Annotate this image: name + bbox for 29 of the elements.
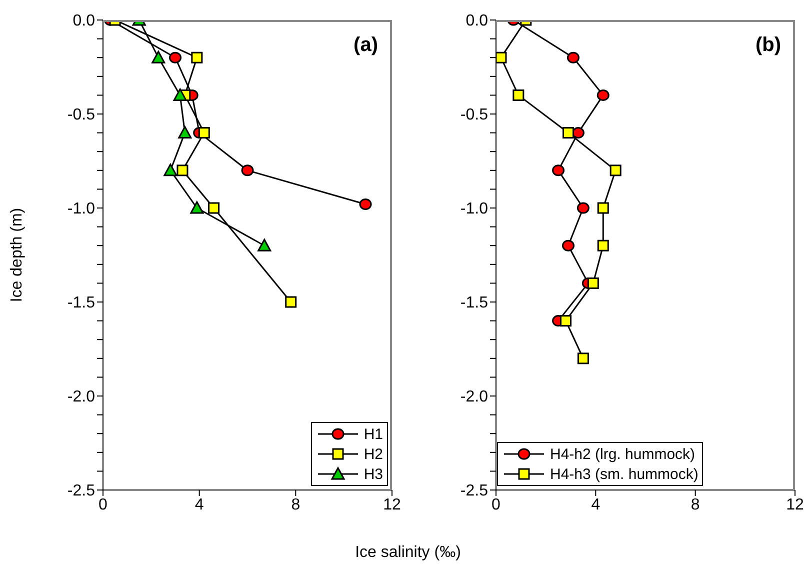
x-axis-title: Ice salinity (‰) (354, 544, 462, 562)
y-tick-label: -2.5 (67, 482, 96, 500)
text: -1.0 (460, 200, 488, 218)
text: 0.0 (466, 12, 488, 30)
y-tick-label: -1.5 (460, 294, 488, 312)
y-tick-label: -2.5 (460, 482, 488, 500)
legend-label: H4-h2 (lrg. hummock) (550, 446, 696, 462)
annotation: (b) (755, 34, 781, 57)
text: -1.0 (67, 200, 95, 218)
y-tick-label: -0.5 (67, 106, 96, 124)
x-tick-label: 8 (690, 496, 700, 514)
legend-label: H4-h3 (sm. hummock) (550, 466, 698, 482)
y-tick-label: -1.5 (67, 294, 96, 312)
text: 0.0 (72, 12, 95, 30)
x-tick-label: 12 (786, 496, 804, 514)
annotation: (a) (354, 34, 378, 57)
text: -2.0 (460, 388, 488, 406)
x-tick-label: 4 (194, 496, 204, 514)
x-tick-label: 12 (383, 496, 401, 514)
legend-label: H3 (364, 466, 383, 482)
legend-label: H2 (364, 446, 383, 462)
text: -2.0 (67, 388, 95, 406)
y-axis-title: Ice depth (m) (8, 208, 26, 302)
x-tick-label: 0 (98, 496, 108, 514)
x-tick-label: 8 (291, 496, 300, 514)
legend-label: H1 (364, 426, 383, 442)
y-tick-label: -0.5 (460, 106, 488, 124)
x-tick-label: 4 (591, 496, 600, 514)
x-tick-label: 0 (492, 496, 501, 514)
